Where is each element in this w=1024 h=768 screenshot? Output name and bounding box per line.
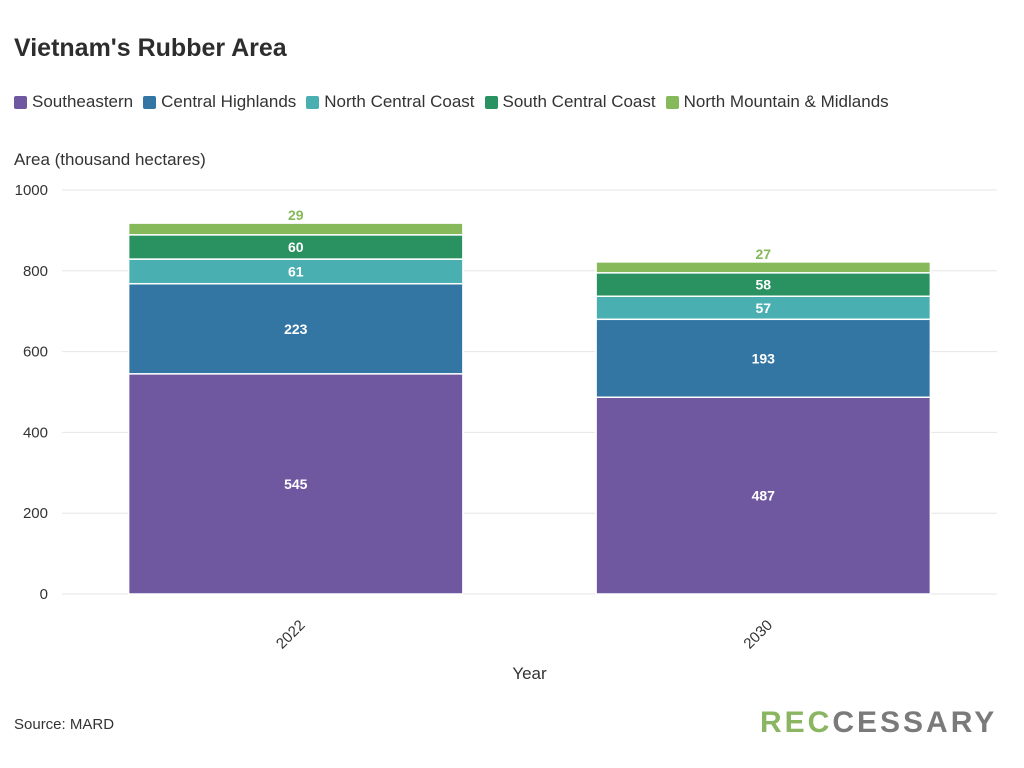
y-tick-label: 400 <box>23 424 48 441</box>
data-label: 61 <box>288 263 304 279</box>
legend-swatch <box>143 95 157 109</box>
data-label: 58 <box>755 277 771 293</box>
legend-label: Southeastern <box>32 92 134 111</box>
chart-title: Vietnam's Rubber Area <box>14 34 287 62</box>
bar-segment <box>127 258 464 285</box>
bar-segment <box>127 222 464 236</box>
y-tick-label: 200 <box>23 505 48 522</box>
legend-swatch <box>665 95 679 109</box>
source-note: Source: MARD <box>14 716 115 733</box>
x-tick-label: 2022 <box>273 617 309 653</box>
data-label: 27 <box>755 246 771 262</box>
logo-part-1: REC <box>760 706 833 739</box>
data-label: 545 <box>284 476 308 492</box>
legend-swatch <box>306 95 320 109</box>
legend-item-north-central-coast[interactable]: North Central Coast <box>306 92 475 112</box>
stacked-bar-chart: 0 200 400 600 800 1000 545 223 61 60 29 2022 487 193 5… <box>15 182 997 683</box>
legend-item-central-highlands[interactable]: Central Highlands <box>143 92 296 112</box>
y-tick-label: 0 <box>40 586 48 603</box>
legend-label: North Central Coast <box>324 92 475 111</box>
legend: Southeastern Central Highlands North Cen… <box>14 92 889 112</box>
x-axis-label: Year <box>512 664 547 683</box>
logo-part-2: CESSARY <box>832 706 998 739</box>
y-tick-label: 800 <box>23 263 48 280</box>
legend-swatch <box>14 95 27 109</box>
x-tick-label: 2030 <box>740 617 776 653</box>
legend-label: North Mountain & Midlands <box>683 92 889 111</box>
bar-segment <box>595 261 932 274</box>
data-label: 29 <box>288 207 304 223</box>
bar-segment <box>127 234 464 260</box>
bar-segment <box>127 282 464 375</box>
bar-segment <box>595 396 932 595</box>
legend-label: South Central Coast <box>502 92 656 111</box>
legend-item-south-central-coast[interactable]: South Central Coast <box>484 92 656 112</box>
reccessary-logo: RECCESSARY <box>760 706 997 740</box>
legend-label: Central Highlands <box>161 92 297 111</box>
y-axis-label: Area (thousand hectares) <box>14 150 206 169</box>
data-label: 193 <box>752 350 776 366</box>
legend-swatch <box>484 95 498 109</box>
bar-segment <box>127 373 464 595</box>
bar-segment <box>595 318 932 399</box>
data-label: 57 <box>755 300 771 316</box>
data-label: 223 <box>284 321 308 337</box>
legend-item-north-mountain-midlands[interactable]: North Mountain & Midlands <box>665 92 889 112</box>
data-label: 60 <box>288 239 304 255</box>
y-tick-label: 600 <box>23 344 48 361</box>
data-label: 487 <box>752 488 776 504</box>
legend-item-southeastern[interactable]: Southeastern <box>14 92 133 112</box>
y-tick-label: 1000 <box>15 182 48 199</box>
